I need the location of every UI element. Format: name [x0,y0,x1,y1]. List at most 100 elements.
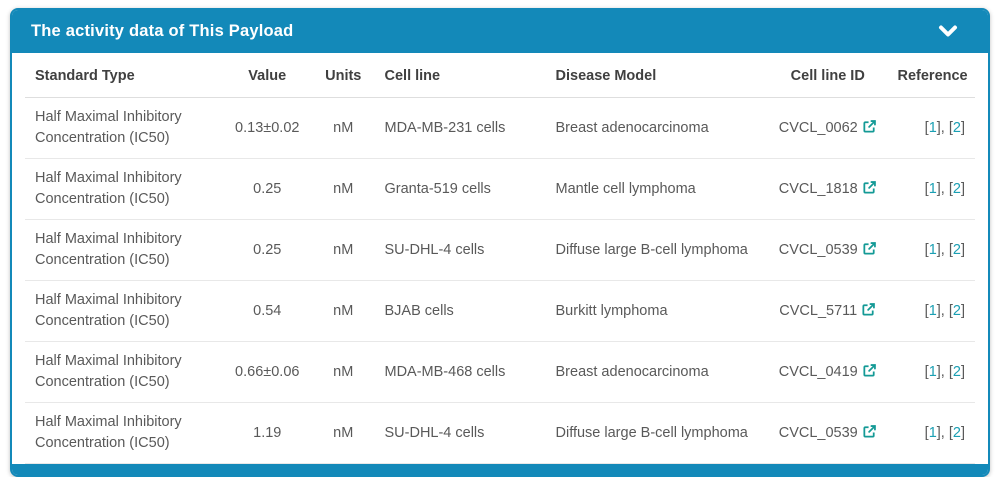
col-header-standard-type: Standard Type [25,53,225,98]
cell-units: nM [310,97,377,160]
cell-line-id-text: CVCL_0062 [778,119,858,136]
cell-standard-type: Half Maximal Inhibitory Concentration (I… [25,341,225,404]
reference-number: 1 [928,180,937,197]
external-link-icon [863,119,876,133]
col-header-cell-line-id: Cell line ID [766,53,890,98]
cell-line-id-link[interactable]: CVCL_0539 [779,242,877,258]
col-header-cell-line: Cell line [376,53,548,98]
reference-link[interactable]: [2] [948,302,965,319]
cell-value: 0.54 [224,280,310,343]
cell-value: 0.66±0.06 [224,341,310,404]
cell-units: nM [310,158,377,221]
reference-link[interactable]: [2] [948,180,965,197]
cell-line-id-link[interactable]: CVCL_1818 [779,181,877,197]
cell-cell-line: MDA-MB-231 cells [376,97,548,160]
cell-line-id-text: CVCL_5711 [779,302,858,319]
cell-standard-type: Half Maximal Inhibitory Concentration (I… [25,219,225,282]
cell-cell-line-id: CVCL_1818 [766,158,890,221]
cell-disease-model: Breast adenocarcinoma [547,341,766,404]
cell-disease-model: Breast adenocarcinoma [547,97,766,160]
reference-number: 2 [952,119,961,136]
table-row: Half Maximal Inhibitory Concentration (I… [25,219,975,282]
cell-disease-model: Diffuse large B-cell lymphoma [547,219,766,282]
cell-line-id-text: CVCL_0419 [778,363,858,380]
cell-reference: [1], [2] [889,97,975,160]
cell-standard-type: Half Maximal Inhibitory Concentration (I… [25,280,225,343]
cell-units: nM [310,280,377,343]
cell-cell-line-id: CVCL_5711 [766,280,890,343]
cell-value: 0.13±0.02 [224,97,310,160]
table-header-row: Standard Type Value Units Cell line Dise… [25,53,975,98]
cell-cell-line-id: CVCL_0062 [766,97,890,160]
cell-cell-line: SU-DHL-4 cells [376,219,548,282]
reference-link[interactable]: [1] [924,302,941,319]
reference-link[interactable]: [2] [948,424,965,441]
activity-table: Standard Type Value Units Cell line Dise… [25,53,975,465]
panel-footer-bar [12,464,988,476]
activity-data-panel: The activity data of This Payload Standa… [10,8,990,477]
col-header-value: Value [224,53,310,98]
cell-line-id-text: CVCL_0539 [778,424,858,441]
cell-reference: [1], [2] [889,219,975,282]
cell-line-id-link[interactable]: CVCL_0062 [779,120,877,136]
reference-link[interactable]: [1] [924,424,941,441]
cell-disease-model: Mantle cell lymphoma [547,158,766,221]
cell-line-id-link[interactable]: CVCL_0539 [779,425,877,441]
table-row: Half Maximal Inhibitory Concentration (I… [25,158,975,221]
cell-cell-line: BJAB cells [376,280,548,343]
cell-value: 0.25 [224,219,310,282]
reference-number: 1 [928,424,937,441]
cell-units: nM [310,402,377,465]
reference-link[interactable]: [2] [948,241,965,258]
table-row: Half Maximal Inhibitory Concentration (I… [25,280,975,343]
table-row: Half Maximal Inhibitory Concentration (I… [25,97,975,160]
reference-number: 1 [928,119,937,136]
reference-number: 2 [952,241,961,258]
table-row: Half Maximal Inhibitory Concentration (I… [25,341,975,404]
cell-line-id-link[interactable]: CVCL_0419 [779,364,877,380]
external-link-icon [863,424,876,438]
cell-reference: [1], [2] [889,280,975,343]
reference-link[interactable]: [1] [924,241,941,258]
cell-cell-line-id: CVCL_0539 [766,219,890,282]
table-row: Half Maximal Inhibitory Concentration (I… [25,402,975,465]
reference-link[interactable]: [2] [948,119,965,136]
external-link-icon [862,302,876,316]
chevron-down-icon[interactable] [938,25,958,38]
cell-disease-model: Diffuse large B-cell lymphoma [547,402,766,465]
cell-reference: [1], [2] [889,341,975,404]
panel-title: The activity data of This Payload [31,22,294,40]
reference-number: 2 [952,302,961,319]
panel-header[interactable]: The activity data of This Payload [12,10,988,53]
cell-line-id-text: CVCL_1818 [778,180,858,197]
reference-link[interactable]: [1] [924,363,941,380]
cell-disease-model: Burkitt lymphoma [547,280,766,343]
cell-reference: [1], [2] [889,158,975,221]
cell-line-id-link[interactable]: CVCL_5711 [779,303,876,319]
cell-cell-line: Granta-519 cells [376,158,548,221]
cell-standard-type: Half Maximal Inhibitory Concentration (I… [25,97,225,160]
external-link-icon [863,363,876,377]
cell-line-id-text: CVCL_0539 [778,241,858,258]
cell-reference: [1], [2] [889,402,975,465]
cell-cell-line: MDA-MB-468 cells [376,341,548,404]
reference-link[interactable]: [2] [948,363,965,380]
reference-link[interactable]: [1] [924,180,941,197]
cell-standard-type: Half Maximal Inhibitory Concentration (I… [25,402,225,465]
cell-standard-type: Half Maximal Inhibitory Concentration (I… [25,158,225,221]
table-container: Standard Type Value Units Cell line Dise… [12,53,988,465]
cell-cell-line-id: CVCL_0539 [766,402,890,465]
cell-cell-line-id: CVCL_0419 [766,341,890,404]
col-header-reference: Reference [889,53,975,98]
reference-number: 2 [952,180,961,197]
cell-value: 0.25 [224,158,310,221]
external-link-icon [863,241,876,255]
cell-value: 1.19 [224,402,310,465]
cell-units: nM [310,219,377,282]
reference-number: 1 [928,241,937,258]
col-header-disease-model: Disease Model [547,53,766,98]
col-header-units: Units [310,53,377,98]
reference-link[interactable]: [1] [924,119,941,136]
reference-number: 2 [952,363,961,380]
reference-number: 1 [928,302,937,319]
